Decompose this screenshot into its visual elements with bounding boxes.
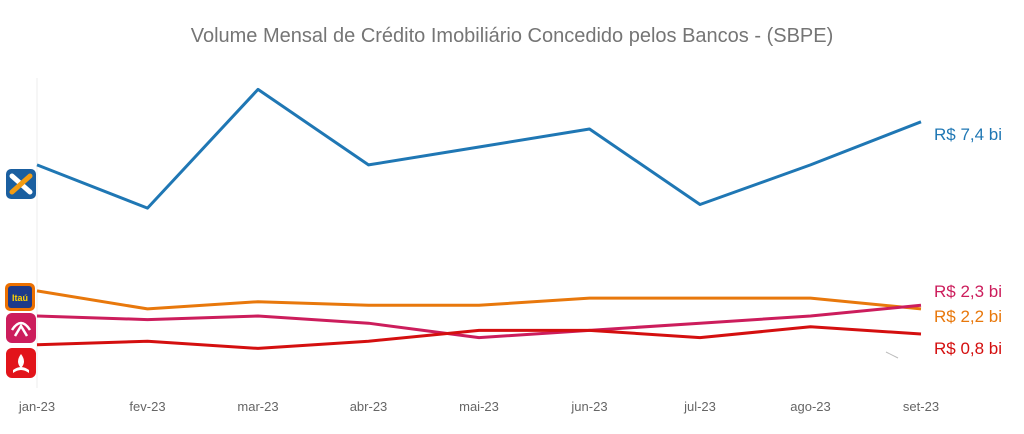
x-tick-label: jun-23 — [570, 399, 607, 414]
x-tick-label: fev-23 — [129, 399, 165, 414]
end-label-caixa: R$ 7,4 bi — [934, 125, 1002, 144]
x-tick-label: jan-23 — [18, 399, 55, 414]
x-tick-label: abr-23 — [350, 399, 388, 414]
series-line-caixa — [36, 87, 922, 210]
series-line-itau — [36, 289, 922, 311]
end-label-santander: R$ 0,8 bi — [934, 339, 1002, 358]
x-axis-ticks: jan-23 fev-23 mar-23 abr-23 mai-23 jun-23 jul-… — [18, 399, 939, 414]
caixa-logo-icon — [6, 169, 36, 199]
x-tick-label: ago-23 — [790, 399, 830, 414]
x-tick-label: jul-23 — [683, 399, 716, 414]
end-label-bradesco: R$ 2,3 bi — [934, 282, 1002, 301]
series-line-santander — [36, 325, 922, 350]
series-line-bradesco — [36, 303, 922, 340]
leader-line — [885, 351, 899, 359]
end-labels: R$ 7,4 bi R$ 2,2 bi R$ 2,3 bi R$ 0,8 bi — [934, 125, 1002, 358]
itau-logo-icon: Itaú — [5, 283, 35, 311]
bradesco-logo-icon — [6, 313, 36, 343]
x-tick-label: mai-23 — [459, 399, 499, 414]
series-lines — [36, 87, 922, 350]
santander-logo-icon — [6, 348, 36, 378]
x-tick-label: set-23 — [903, 399, 939, 414]
x-tick-label: mar-23 — [237, 399, 278, 414]
chart-title: Volume Mensal de Crédito Imobiliário Con… — [191, 25, 834, 47]
end-label-itau: R$ 2,2 bi — [934, 307, 1002, 326]
itau-logo-text: Itaú — [12, 293, 28, 303]
